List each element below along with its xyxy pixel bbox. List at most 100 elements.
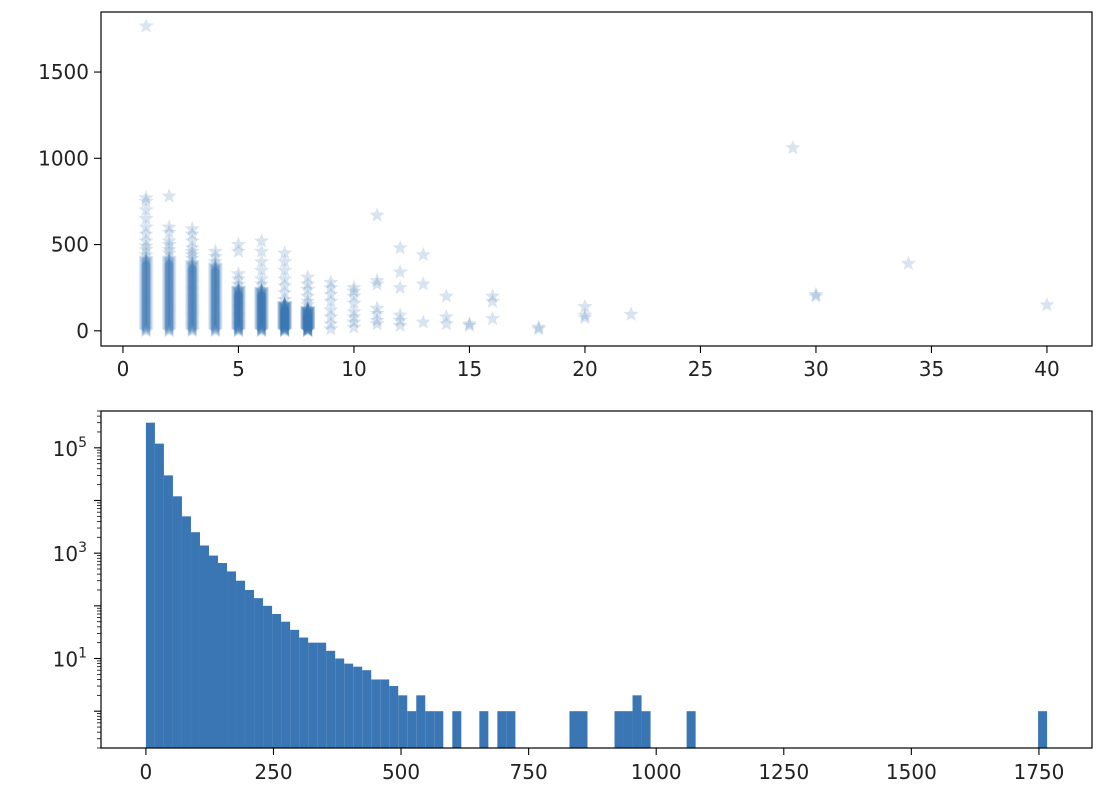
scatter-point xyxy=(230,293,247,309)
scatter-point xyxy=(230,300,247,315)
scatter-point xyxy=(161,286,177,302)
scatter-point xyxy=(161,284,177,299)
scatter-point xyxy=(161,272,177,287)
scatter-point xyxy=(253,291,270,306)
scatter-point xyxy=(184,292,200,307)
scatter-y-tick-label: 1500 xyxy=(38,60,89,84)
scatter-point xyxy=(277,314,293,330)
scatter-point xyxy=(161,253,177,268)
scatter-point xyxy=(300,301,316,317)
scatter-point xyxy=(277,316,293,332)
scatter-point xyxy=(184,300,200,315)
scatter-x-tick-label: 0 xyxy=(117,357,130,381)
histogram-bar xyxy=(632,695,642,748)
scatter-point xyxy=(230,311,247,327)
scatter-point xyxy=(207,283,223,298)
scatter-point xyxy=(161,295,177,311)
scatter-point xyxy=(253,305,270,321)
scatter-point xyxy=(300,309,316,325)
scatter-point xyxy=(253,298,270,314)
scatter-points xyxy=(138,18,1055,338)
scatter-point xyxy=(300,312,316,327)
scatter-point xyxy=(415,276,431,291)
scatter-point xyxy=(484,293,501,308)
scatter-point xyxy=(161,287,177,303)
scatter-point xyxy=(161,311,177,326)
scatter-x-tick-label: 10 xyxy=(341,357,366,381)
scatter-point xyxy=(300,315,316,330)
scatter-point xyxy=(253,292,270,307)
scatter-point xyxy=(184,318,200,334)
scatter-point xyxy=(253,293,270,308)
histogram-bar xyxy=(353,666,363,748)
scatter-point xyxy=(300,311,316,326)
scatter-point xyxy=(138,246,154,262)
scatter-point xyxy=(230,319,247,334)
scatter-point xyxy=(138,301,154,316)
scatter-point xyxy=(207,309,223,325)
scatter-point xyxy=(138,315,154,331)
scatter-x-tick-label: 15 xyxy=(457,357,482,381)
scatter-point xyxy=(161,312,177,327)
scatter-point xyxy=(253,302,270,317)
scatter-point xyxy=(323,309,339,324)
scatter-point xyxy=(277,309,293,325)
scatter-point xyxy=(207,303,223,318)
scatter-point xyxy=(323,321,339,336)
scatter-point xyxy=(277,312,293,328)
scatter-point xyxy=(138,261,154,277)
scatter-point xyxy=(230,296,247,312)
scatter-point xyxy=(184,314,200,330)
scatter-point xyxy=(207,277,223,293)
scatter-point xyxy=(230,288,247,304)
scatter-point xyxy=(253,321,270,336)
scatter-axes-frame xyxy=(100,11,1093,347)
scatter-point xyxy=(138,251,154,266)
scatter-point xyxy=(184,310,200,326)
scatter-point xyxy=(161,289,177,305)
scatter-point xyxy=(207,316,223,331)
scatter-point xyxy=(161,304,177,319)
scatter-point xyxy=(184,312,200,328)
scatter-point xyxy=(230,291,247,306)
scatter-point xyxy=(230,284,247,299)
scatter-point xyxy=(138,254,154,269)
scatter-point xyxy=(300,319,316,335)
scatter-point xyxy=(230,320,247,335)
histogram-bar xyxy=(263,605,273,748)
scatter-point xyxy=(161,291,177,307)
scatter-point xyxy=(230,314,247,330)
scatter-point xyxy=(138,282,154,297)
scatter-point xyxy=(230,271,247,286)
scatter-point xyxy=(277,296,293,312)
scatter-point xyxy=(207,312,223,327)
scatter-point xyxy=(207,248,223,264)
scatter-point xyxy=(184,297,200,312)
scatter-point xyxy=(161,268,177,284)
scatter-point xyxy=(161,251,177,266)
scatter-point xyxy=(253,243,270,258)
scatter-point xyxy=(300,310,316,325)
histogram-bar xyxy=(317,642,327,748)
scatter-point xyxy=(230,285,247,301)
scatter-point xyxy=(253,308,270,323)
scatter-point xyxy=(207,279,223,295)
scatter-point xyxy=(161,219,177,234)
scatter-point xyxy=(184,281,200,296)
scatter-point xyxy=(161,317,177,333)
scatter-point xyxy=(161,280,177,295)
scatter-point xyxy=(207,265,223,281)
scatter-point xyxy=(161,255,177,271)
scatter-point xyxy=(207,285,223,300)
scatter-point xyxy=(184,269,200,285)
scatter-point xyxy=(230,303,247,319)
scatter-point xyxy=(184,293,200,308)
scatter-point xyxy=(300,301,316,317)
scatter-point xyxy=(138,278,154,293)
scatter-point xyxy=(300,315,316,331)
scatter-point xyxy=(277,322,293,337)
scatter-point xyxy=(415,246,431,262)
scatter-point xyxy=(207,261,223,276)
scatter-point xyxy=(277,318,293,333)
